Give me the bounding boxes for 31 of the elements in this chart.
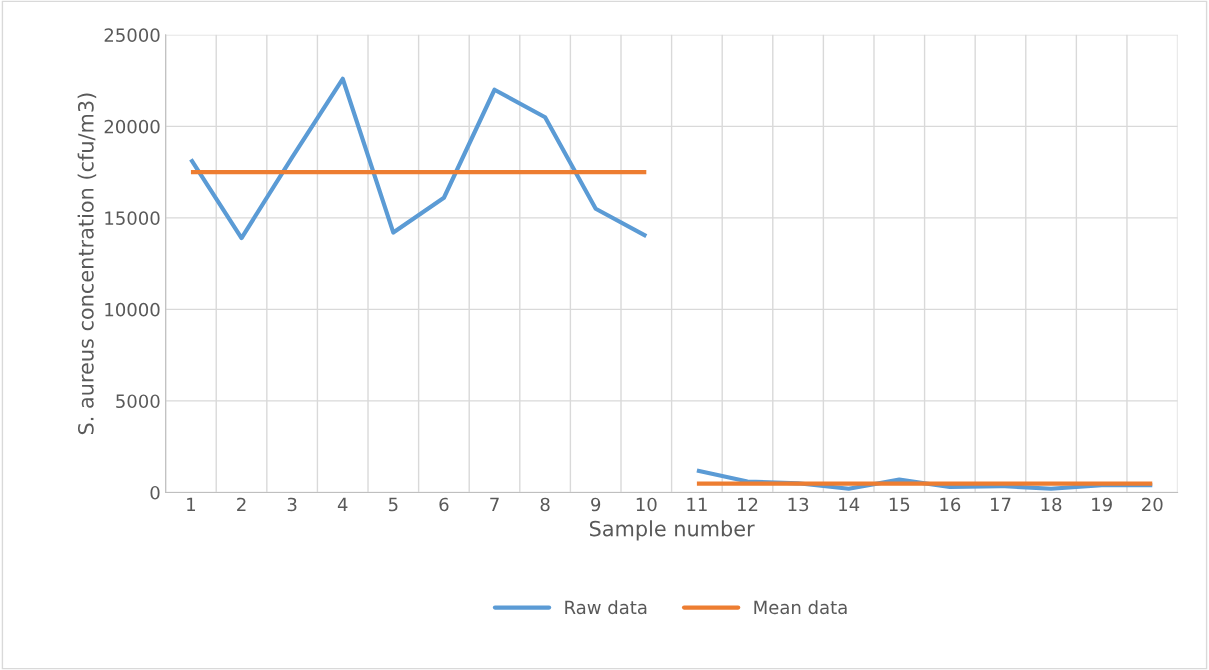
x-tick-label: 1 — [187, 497, 196, 512]
x-tick-label: 5 — [388, 497, 398, 512]
x-tick-label: 20 — [1142, 497, 1163, 512]
x-tick-label: 3 — [287, 497, 297, 512]
y-tick-label: 25000 — [104, 28, 160, 42]
legend-label: Raw data — [565, 600, 647, 615]
y-tick-label: 0 — [150, 485, 160, 500]
y-axis-title: S. aureus concentration (cfu/m3) — [77, 93, 97, 435]
x-tick-label: 19 — [1092, 497, 1112, 512]
x-tick-label: 15 — [889, 497, 910, 512]
x-tick-label: 12 — [737, 497, 758, 512]
x-tick-label: 7 — [490, 497, 499, 512]
x-tick-label: 17 — [990, 497, 1011, 512]
x-tick-label: 10 — [636, 497, 657, 512]
x-tick-label: 14 — [839, 497, 860, 512]
legend-label: Mean data — [754, 600, 847, 615]
x-tick-label: 16 — [940, 497, 961, 512]
x-tick-label: 13 — [788, 497, 809, 512]
x-axis-title: Sample number — [589, 520, 755, 541]
x-tick-label: 4 — [337, 497, 348, 512]
y-tick-label: 15000 — [105, 211, 160, 225]
x-tick-label: 11 — [687, 497, 707, 512]
y-tick-label: 10000 — [105, 302, 160, 317]
x-tick-label: 2 — [237, 497, 246, 512]
y-tick-label: 5000 — [116, 394, 160, 409]
x-tick-label: 9 — [591, 497, 601, 512]
y-tick-label: 20000 — [104, 119, 160, 134]
x-tick-label: 6 — [439, 497, 449, 512]
x-tick-label: 18 — [1041, 497, 1062, 512]
x-tick-label: 8 — [540, 497, 550, 512]
line-series — [188, 76, 649, 241]
